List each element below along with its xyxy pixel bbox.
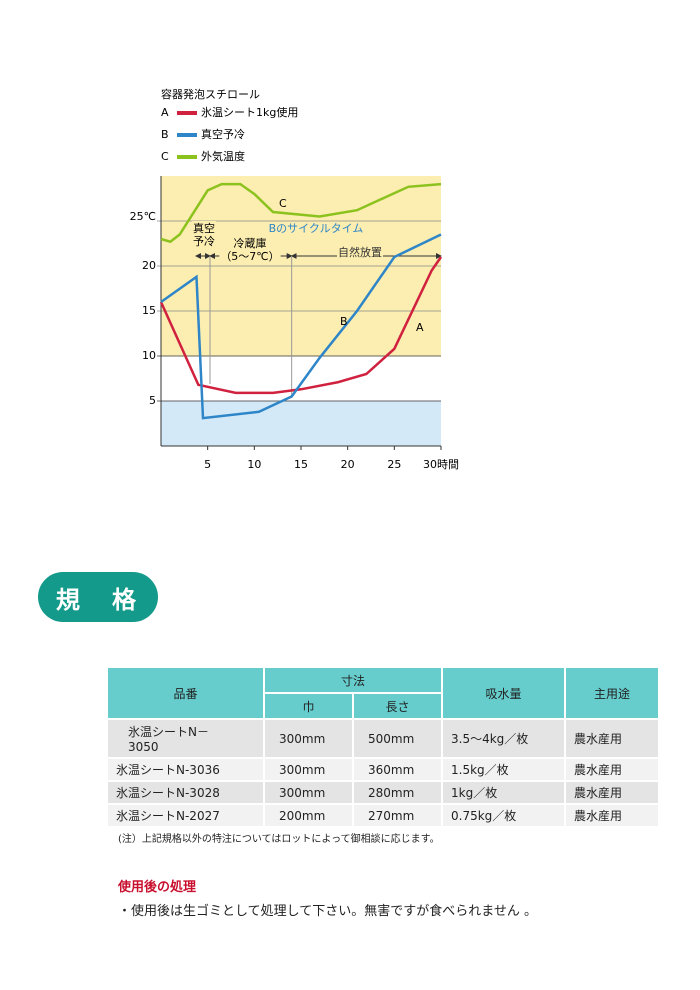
series-line [160, 233, 442, 420]
table-cell: 氷温シートN-3036 [106, 757, 265, 782]
table-cell: 農水産用 [564, 718, 660, 759]
y-tick-label: 20 [142, 259, 156, 272]
legend-label: 真空予冷 [201, 127, 245, 141]
x-tick-label: 25 [387, 458, 401, 471]
table-cell: 氷温シートN-3028 [106, 780, 265, 805]
header-cell: 吸水量 [441, 666, 566, 720]
note: (注）上記規格以外の特注についてはロットによって御相談に応じます。 [118, 834, 440, 845]
legend-key: A [161, 106, 169, 119]
table-cell: 200mm [263, 803, 354, 828]
phase-label: 真空 [193, 221, 215, 235]
label-bg [219, 250, 281, 263]
table-cell: 農水産用 [564, 780, 660, 805]
header-cell: 長さ [352, 692, 443, 720]
legend-label: 氷温シート1kg使用 [201, 106, 298, 119]
curve-label: A [416, 321, 424, 334]
table-cell: 500mm [352, 718, 443, 759]
phase-label: 自然放置 [338, 245, 382, 259]
table-cell: 300mm [263, 757, 354, 782]
legend-key: C [161, 150, 169, 163]
legend-label: 外気温度 [201, 149, 245, 163]
table-cell: 農水産用 [564, 803, 660, 828]
header-cell: 寸法 [263, 666, 443, 694]
y-tick-label: 25℃ [130, 210, 156, 223]
y-tick-label: 5 [149, 394, 156, 407]
annotation: Bのサイクルタイム [269, 222, 364, 235]
x-tick-label: 10 [247, 458, 261, 471]
x-tick-label: 5 [204, 458, 211, 471]
header-cell: 主用途 [564, 666, 660, 720]
y-tick-label: 15 [142, 304, 156, 317]
label-bg [232, 236, 268, 250]
table-cell: 280mm [352, 780, 443, 805]
table-cell: 300mm [263, 780, 354, 805]
table-row: 氷温シートN－3050 300mm 500mm 3.5〜4kg／枚 農水産用 [106, 718, 660, 759]
header-cell: 品番 [106, 666, 265, 720]
curve-label: B [340, 315, 348, 328]
table-cell: 3.5〜4kg／枚 [441, 718, 566, 759]
series-line [160, 182, 442, 244]
table-row: 氷温シートN-3028 300mm 280mm 1kg／枚 農水産用 [106, 780, 660, 805]
phase-label: 冷蔵庫 [234, 236, 267, 250]
table-cell: 270mm [352, 803, 443, 828]
label-bg [192, 235, 216, 248]
x-tick-label: 15 [294, 458, 308, 471]
table-cell: 農水産用 [564, 757, 660, 782]
table-cell: 1.5kg／枚 [441, 757, 566, 782]
table-row: 氷温シートN-3036 300mm 360mm 1.5kg／枚 農水産用 [106, 757, 660, 782]
table-cell: 氷温シートN-2027 [106, 803, 265, 828]
band-cool [161, 401, 441, 446]
series-line [159, 256, 443, 395]
x-tick-label: 30時間 [423, 458, 459, 471]
disposal-text: ・使用後は生ゴミとして処理して下さい。無害ですが食べられません 。 [118, 904, 537, 919]
table-cell: 0.75kg／枚 [441, 803, 566, 828]
disposal-title: 使用後の処理 [118, 880, 197, 895]
phase-label: 予冷 [193, 235, 215, 248]
section-heading: 規 格 [38, 572, 158, 622]
label-bg [192, 221, 216, 235]
x-tick-label: 20 [341, 458, 355, 471]
table-row: 氷温シートN-2027 200mm 270mm 0.75kg／枚 農水産用 [106, 803, 660, 828]
legend-key: B [161, 128, 169, 141]
table-cell: 300mm [263, 718, 354, 759]
table-cell: 1kg／枚 [441, 780, 566, 805]
y-tick-label: 10 [142, 349, 156, 362]
curve-label: C [279, 197, 287, 210]
legend-title: 容器発泡スチロール [161, 87, 260, 101]
phase-label: （5〜7℃） [220, 250, 279, 263]
header-cell: 巾 [263, 692, 354, 720]
label-bg [337, 245, 383, 259]
table-cell: 氷温シートN－3050 [106, 718, 265, 759]
table-cell: 360mm [352, 757, 443, 782]
spec-table: 品番 寸法 吸水量 主用途 巾長さ 氷温シートN－3050 300mm 500mm 3.5〜… [106, 666, 660, 828]
